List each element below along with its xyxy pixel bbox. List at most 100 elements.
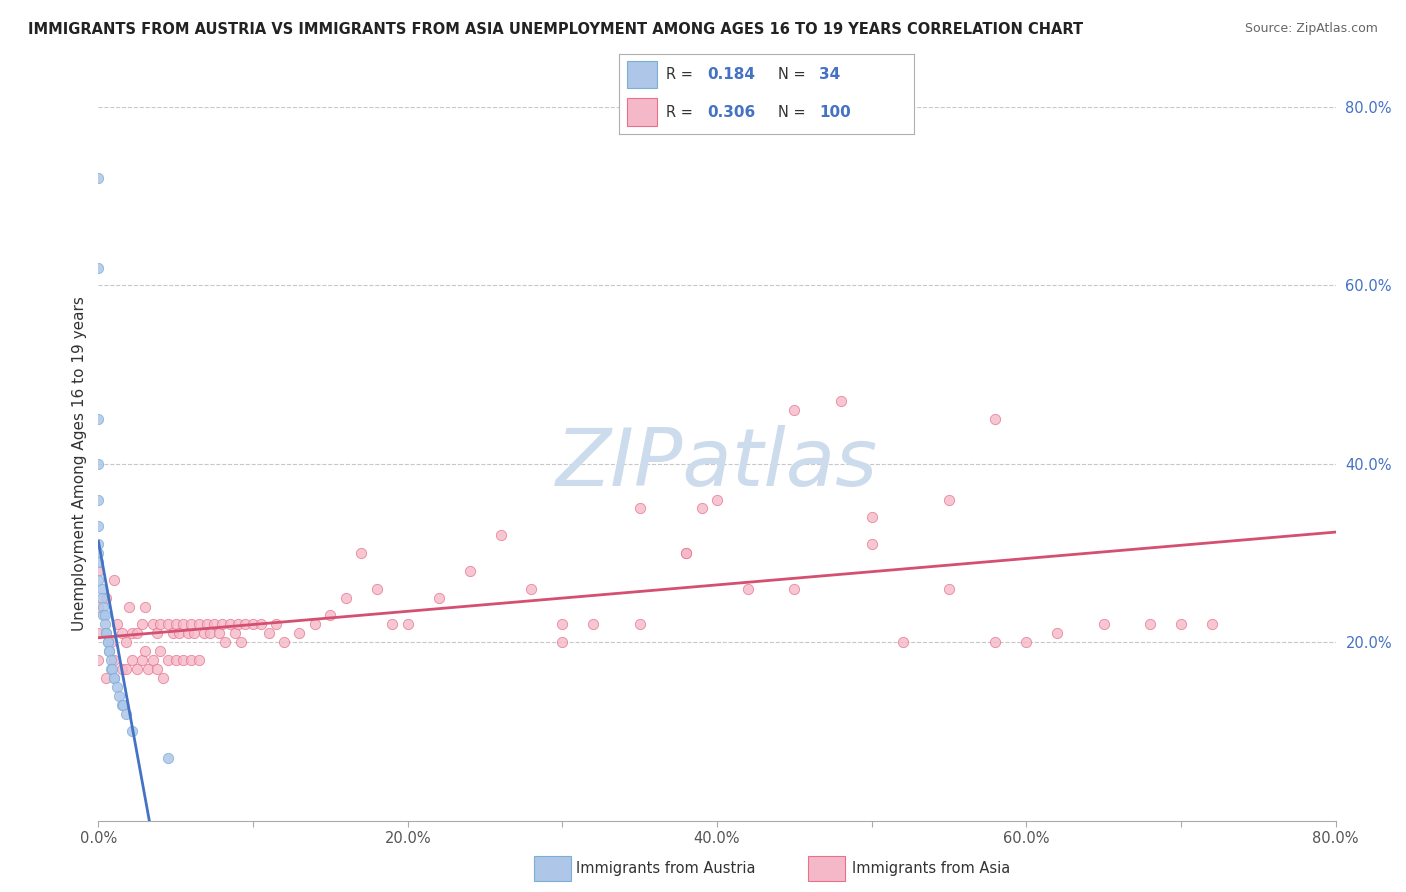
Point <box>87 171 110 186</box>
Point <box>257 626 280 640</box>
Point <box>266 617 288 632</box>
Point <box>118 599 141 614</box>
Point <box>134 644 156 658</box>
Point <box>121 626 143 640</box>
Point <box>180 653 202 667</box>
Point <box>87 537 110 551</box>
Text: 100: 100 <box>820 104 851 120</box>
Point <box>103 671 125 685</box>
Point <box>860 510 883 524</box>
Point <box>146 626 169 640</box>
Point <box>242 617 264 632</box>
Text: R =: R = <box>666 67 697 82</box>
Point <box>100 662 122 676</box>
Point <box>396 617 419 632</box>
Text: ZIPatlas: ZIPatlas <box>555 425 879 503</box>
Point <box>783 403 806 417</box>
Point <box>628 501 651 516</box>
Point <box>675 546 697 560</box>
Point <box>142 653 165 667</box>
Point <box>87 599 110 614</box>
Point <box>87 260 110 275</box>
Text: IMMIGRANTS FROM AUSTRIA VS IMMIGRANTS FROM ASIA UNEMPLOYMENT AMONG AGES 16 TO 19: IMMIGRANTS FROM AUSTRIA VS IMMIGRANTS FR… <box>28 22 1083 37</box>
Point <box>288 626 311 640</box>
Point <box>93 617 115 632</box>
Point <box>111 626 134 640</box>
Point <box>162 626 184 640</box>
Point <box>783 582 806 596</box>
Point <box>131 617 153 632</box>
Text: Immigrants from Asia: Immigrants from Asia <box>852 862 1011 876</box>
Point <box>173 617 195 632</box>
Point <box>98 644 121 658</box>
Point <box>628 617 651 632</box>
Point <box>938 492 960 507</box>
Point <box>111 698 134 712</box>
Point <box>226 617 249 632</box>
Point <box>167 626 190 640</box>
Point <box>103 671 125 685</box>
Point <box>121 653 143 667</box>
Point <box>551 635 574 649</box>
Point <box>273 635 295 649</box>
Point <box>157 751 180 765</box>
Point <box>224 626 246 640</box>
Point <box>97 635 120 649</box>
Point <box>165 653 187 667</box>
Point <box>1201 617 1223 632</box>
Point <box>350 546 373 560</box>
Point <box>211 617 233 632</box>
Text: 0.184: 0.184 <box>707 67 755 82</box>
Point <box>319 608 342 623</box>
Point <box>100 653 122 667</box>
Bar <box>627 61 657 88</box>
Point <box>149 617 172 632</box>
Point <box>91 608 114 623</box>
Point <box>90 582 112 596</box>
Point <box>97 635 120 649</box>
Text: N =: N = <box>778 104 810 120</box>
Point <box>105 617 128 632</box>
Point <box>891 635 914 649</box>
Point <box>180 617 202 632</box>
Point <box>131 653 153 667</box>
Point <box>87 555 110 569</box>
Point <box>520 582 543 596</box>
Point <box>115 635 138 649</box>
Point <box>984 635 1007 649</box>
Point <box>458 564 481 578</box>
Point <box>115 706 138 721</box>
Point <box>188 617 211 632</box>
Point <box>1170 617 1192 632</box>
Point <box>984 412 1007 426</box>
Point <box>235 617 257 632</box>
Point <box>96 626 118 640</box>
Y-axis label: Unemployment Among Ages 16 to 19 years: Unemployment Among Ages 16 to 19 years <box>72 296 87 632</box>
Text: Immigrants from Austria: Immigrants from Austria <box>576 862 756 876</box>
Point <box>91 599 114 614</box>
Point <box>1139 617 1161 632</box>
Point <box>860 537 883 551</box>
Point <box>87 412 110 426</box>
Point <box>208 626 231 640</box>
Point <box>219 617 242 632</box>
Point <box>830 394 852 409</box>
Text: 34: 34 <box>820 67 841 82</box>
Point <box>87 457 110 471</box>
Point <box>87 519 110 533</box>
Point <box>100 635 122 649</box>
Point <box>152 671 174 685</box>
Point <box>105 680 128 694</box>
Point <box>127 662 149 676</box>
Point <box>90 591 112 605</box>
Point <box>198 626 221 640</box>
Text: 0.306: 0.306 <box>707 104 755 120</box>
Point <box>103 653 125 667</box>
Point <box>96 591 118 605</box>
Point <box>157 653 180 667</box>
Point <box>381 617 404 632</box>
Point <box>111 662 134 676</box>
Text: R =: R = <box>666 104 697 120</box>
Point <box>1046 626 1069 640</box>
Point <box>690 501 713 516</box>
